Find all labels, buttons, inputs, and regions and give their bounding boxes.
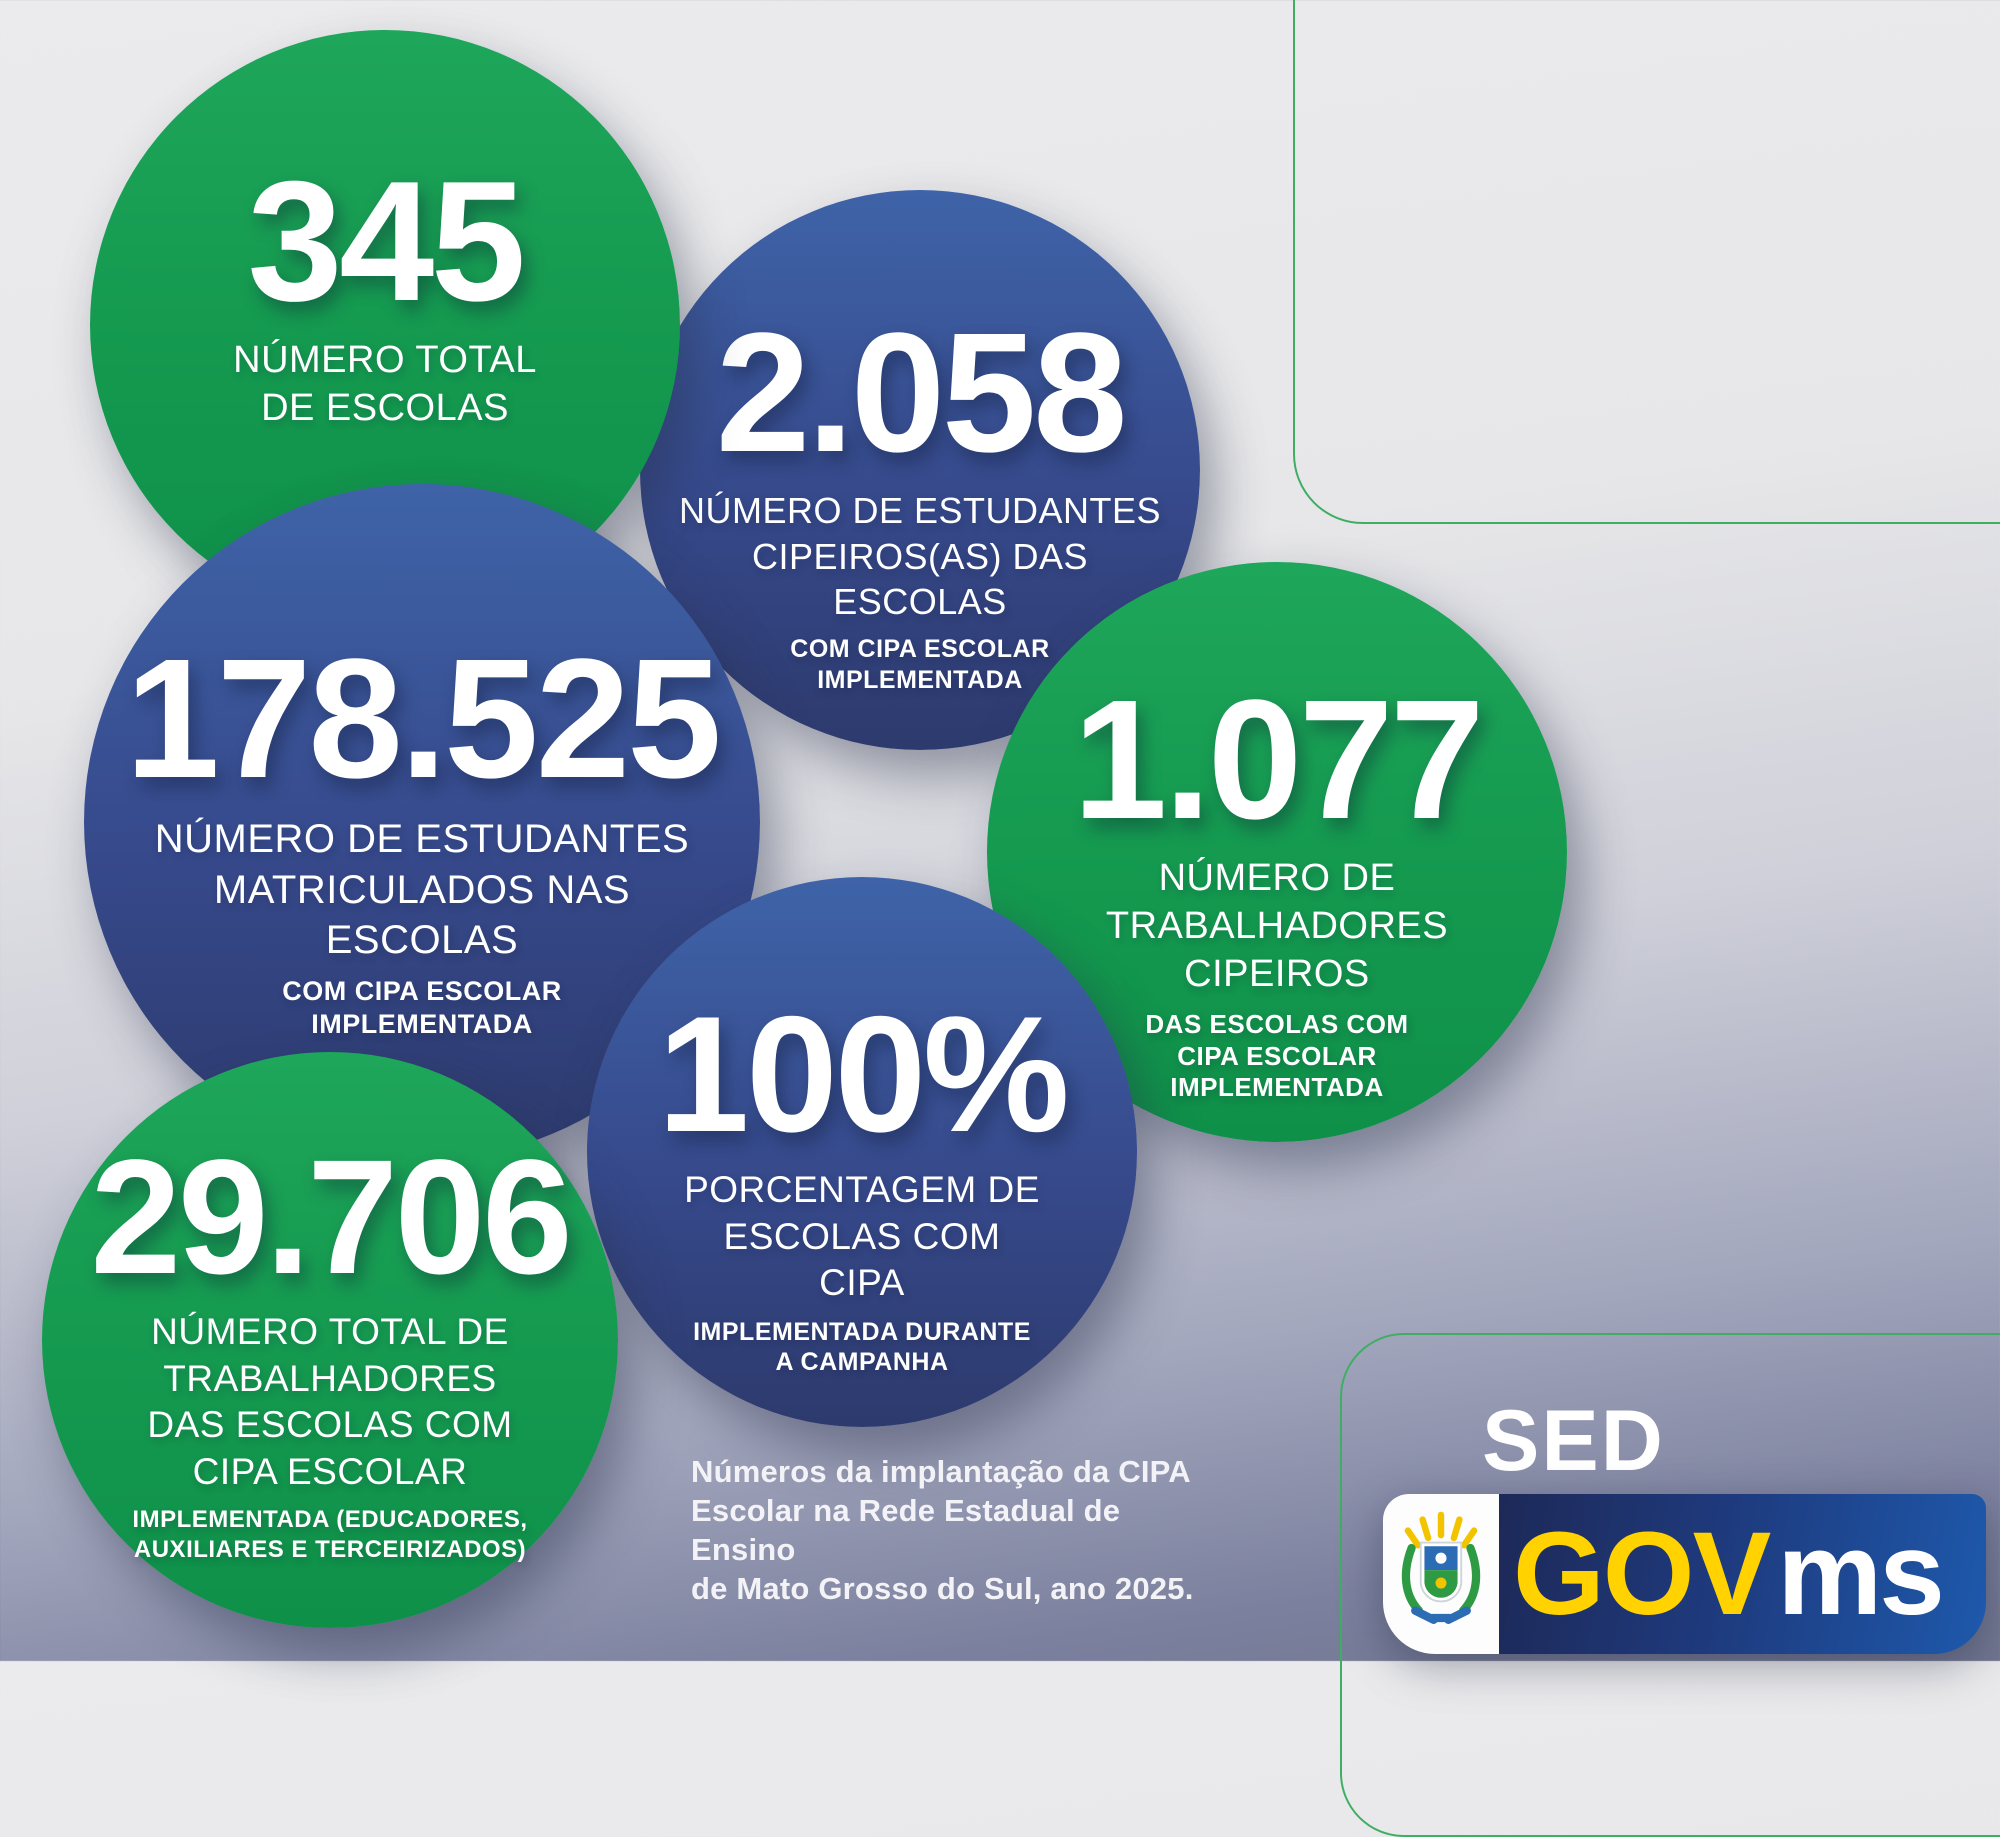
stat-label: NÚMERO DE TRABALHADORES CIPEIROS: [1105, 857, 1449, 996]
stat-value: 178.525: [125, 623, 722, 814]
govms-logo: GOV ms: [1383, 1494, 1986, 1654]
stat-sublabel: DAS ESCOLAS COM CIPA ESCOLAR IMPLEMENTAD…: [1145, 1008, 1409, 1103]
stat-value: 29.706: [90, 1125, 573, 1309]
footer-caption: Números da implantação da CIPA Escolar n…: [691, 1454, 1194, 1607]
stat-circle-porcentagem-cipa: 100% PORCENTAGEM DE ESCOLAS COM CIPA IMP…: [587, 877, 1137, 1427]
stat-sublabel: IMPLEMENTADA (EDUCADORES, AUXILIARES E T…: [132, 1506, 528, 1563]
ms-coat-of-arms-icon: [1395, 1506, 1487, 1643]
infographic-poster: CIPA ESCOLAR REE/MS, 2025 2.058 NÚMERO D…: [42, 0, 2000, 1837]
stat-circle-estudantes-cipeiros: 2.058 NÚMERO DE ESTUDANTES CIPEIROS(AS) …: [640, 190, 1200, 750]
ms-coat-of-arms-panel: [1383, 1494, 1499, 1654]
stat-label: NÚMERO DE ESTUDANTES CIPEIROS(AS) DAS ES…: [678, 490, 1162, 622]
stat-circle-total-trabalhadores: 29.706 NÚMERO TOTAL DE TRABALHADORES DAS…: [42, 1052, 618, 1628]
sed-wordmark: SED: [1482, 1393, 1665, 1489]
stat-value: 1.077: [1072, 664, 1485, 855]
stat-label: NÚMERO DE ESTUDANTES MATRICULADOS NAS ES…: [154, 817, 690, 962]
stat-label: NÚMERO TOTAL DE TRABALHADORES DAS ESCOLA…: [147, 1310, 513, 1492]
stat-content: 345 NÚMERO TOTAL DE ESCOLAS: [233, 145, 537, 433]
ms-wordmark: ms: [1777, 1508, 1945, 1640]
stat-label: NÚMERO TOTAL DE ESCOLAS: [233, 339, 537, 430]
stat-content: 1.077 NÚMERO DE TRABALHADORES CIPEIROS D…: [1072, 664, 1485, 1104]
stat-sublabel: COM CIPA ESCOLAR IMPLEMENTADA: [282, 976, 562, 1040]
stat-content: 178.525 NÚMERO DE ESTUDANTES MATRICULADO…: [125, 623, 722, 1042]
stat-label: PORCENTAGEM DE ESCOLAS COM CIPA: [684, 1168, 1040, 1304]
stat-value: 345: [247, 145, 525, 337]
title-panel: CIPA ESCOLAR REE/MS, 2025: [1293, 0, 2000, 524]
gov-wordmark: GOV: [1513, 1508, 1771, 1640]
govms-banner: GOV ms: [1499, 1494, 1986, 1654]
stat-value: 100%: [657, 982, 1070, 1167]
stat-content: 2.058 NÚMERO DE ESTUDANTES CIPEIROS(AS) …: [678, 297, 1162, 696]
stat-content: 100% PORCENTAGEM DE ESCOLAS COM CIPA IMP…: [657, 982, 1070, 1378]
stat-sublabel: IMPLEMENTADA DURANTE A CAMPANHA: [693, 1317, 1031, 1377]
stat-value: 2.058: [715, 297, 1128, 488]
stat-content: 29.706 NÚMERO TOTAL DE TRABALHADORES DAS…: [90, 1125, 573, 1564]
stat-sublabel: COM CIPA ESCOLAR IMPLEMENTADA: [790, 635, 1050, 694]
